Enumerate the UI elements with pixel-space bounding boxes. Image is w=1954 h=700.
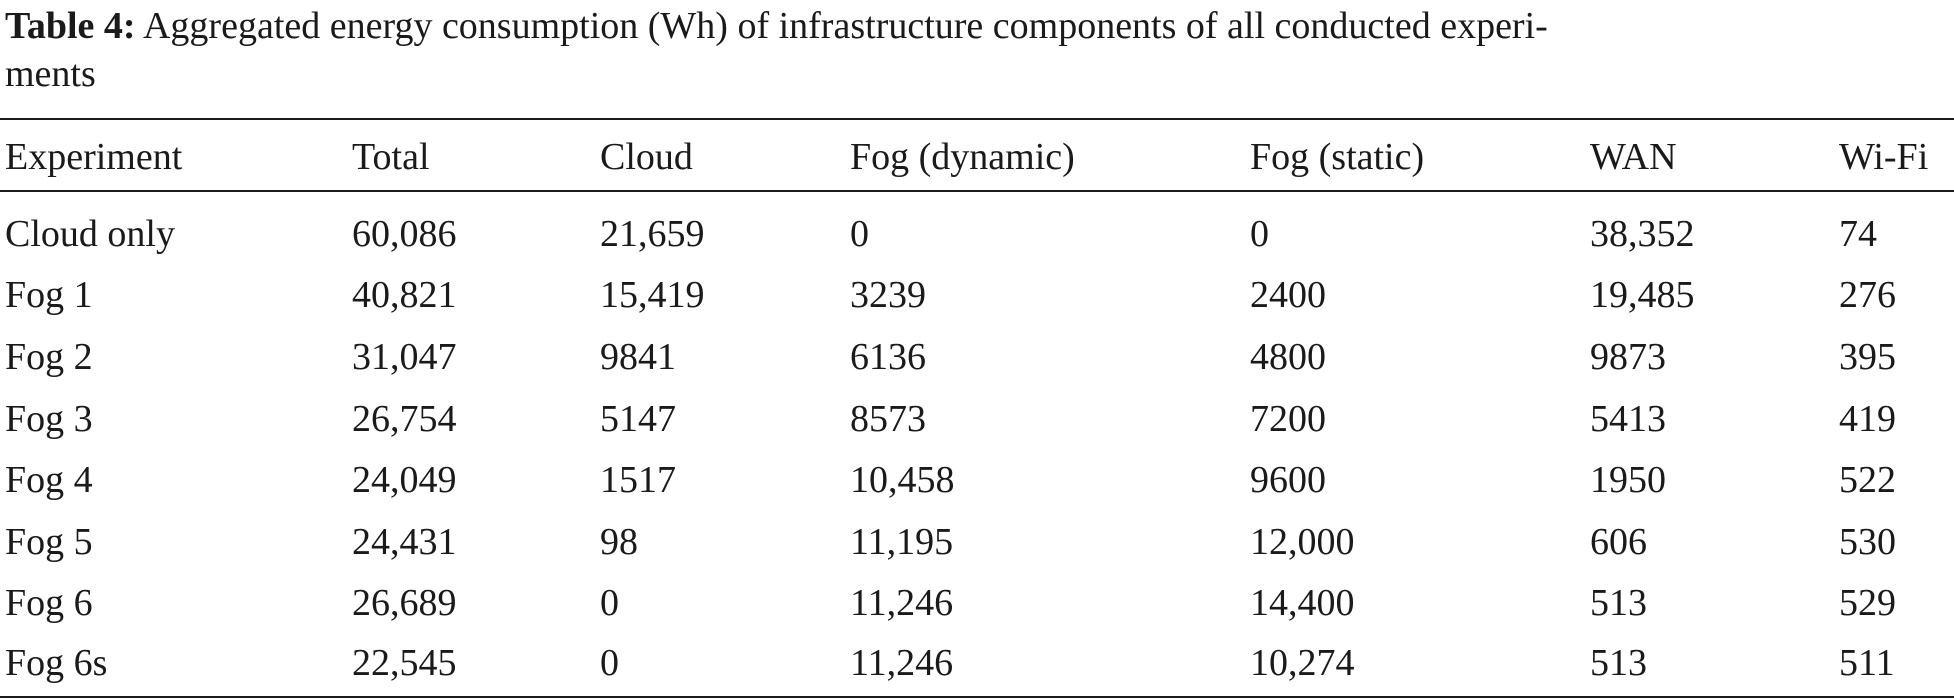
cell-cloud: 1517 [600, 459, 676, 501]
cell-fog-dynamic: 11,246 [850, 642, 954, 684]
cell-wan: 38,352 [1590, 213, 1695, 255]
caption-label: Table 4: [5, 5, 136, 47]
cell-experiment: Fog 3 [5, 398, 93, 440]
cell-wifi: 395 [1839, 336, 1896, 378]
cell-wan: 5413 [1590, 398, 1666, 440]
cell-experiment: Fog 6s [5, 642, 108, 684]
cell-total: 60,086 [352, 213, 457, 255]
cell-fog-static: 4800 [1250, 336, 1326, 378]
cell-fog-static: 2400 [1250, 274, 1326, 316]
cell-wan: 9873 [1590, 336, 1666, 378]
cell-fog-static: 10,274 [1250, 642, 1355, 684]
table-row: Fog 2 31,047 9841 6136 4800 9873 395 [0, 326, 1954, 388]
cell-cloud: 9841 [600, 336, 676, 378]
cell-experiment: Fog 1 [5, 274, 93, 316]
cell-fog-static: 9600 [1250, 459, 1326, 501]
cell-cloud: 5147 [600, 398, 676, 440]
cell-cloud: 0 [600, 642, 619, 684]
table-row: Fog 4 24,049 1517 10,458 9600 1950 522 [0, 449, 1954, 511]
cell-fog-static: 14,400 [1250, 582, 1355, 624]
cell-fog-dynamic: 3239 [850, 274, 926, 316]
cell-fog-static: 12,000 [1250, 521, 1355, 563]
cell-total: 22,545 [352, 642, 457, 684]
cell-experiment: Fog 4 [5, 459, 93, 501]
cell-experiment: Cloud only [5, 213, 175, 255]
cell-total: 31,047 [352, 336, 457, 378]
cell-experiment: Fog 5 [5, 521, 93, 563]
cell-wifi: 511 [1839, 642, 1895, 684]
table-row: Fog 5 24,431 98 11,195 12,000 606 530 [0, 511, 1954, 573]
cell-cloud: 21,659 [600, 213, 705, 255]
cell-wifi: 529 [1839, 582, 1896, 624]
cell-wifi: 276 [1839, 274, 1896, 316]
cell-fog-static: 7200 [1250, 398, 1326, 440]
cell-experiment: Fog 2 [5, 336, 93, 378]
cell-wan: 19,485 [1590, 274, 1695, 316]
cell-fog-dynamic: 11,195 [850, 521, 954, 563]
cell-cloud: 98 [600, 521, 638, 563]
cell-wifi: 530 [1839, 521, 1896, 563]
cell-total: 26,689 [352, 582, 457, 624]
cell-total: 24,431 [352, 521, 457, 563]
cell-total: 24,049 [352, 459, 457, 501]
cell-fog-dynamic: 0 [850, 213, 869, 255]
header-experiment: Experiment [5, 136, 183, 178]
cell-wan: 1950 [1590, 459, 1666, 501]
table-row: Fog 6s 22,545 0 11,246 10,274 513 511 [0, 632, 1954, 694]
cell-fog-dynamic: 6136 [850, 336, 926, 378]
cell-cloud: 15,419 [600, 274, 705, 316]
cell-wan: 606 [1590, 521, 1647, 563]
cell-cloud: 0 [600, 582, 619, 624]
cell-total: 26,754 [352, 398, 457, 440]
table-row: Cloud only 60,086 21,659 0 0 38,352 74 [0, 203, 1954, 265]
caption-text-continued: ments [5, 53, 96, 95]
cell-wifi: 419 [1839, 398, 1896, 440]
cell-fog-dynamic: 8573 [850, 398, 926, 440]
cell-fog-dynamic: 10,458 [850, 459, 955, 501]
cell-wifi: 522 [1839, 459, 1896, 501]
table-header-row: Experiment Total Cloud Fog (dynamic) Fog… [0, 126, 1954, 188]
header-cloud: Cloud [600, 136, 693, 178]
cell-wan: 513 [1590, 642, 1647, 684]
header-fog-dynamic: Fog (dynamic) [850, 136, 1075, 178]
cell-wifi: 74 [1839, 213, 1877, 255]
cell-wan: 513 [1590, 582, 1647, 624]
header-fog-static: Fog (static) [1250, 136, 1425, 178]
header-wan: WAN [1590, 136, 1677, 178]
table-header-rule [0, 190, 1954, 192]
header-total: Total [352, 136, 430, 178]
table-top-rule [0, 118, 1954, 120]
caption-text: Aggregated energy consumption (Wh) of in… [142, 5, 1548, 47]
cell-fog-dynamic: 11,246 [850, 582, 954, 624]
table-row: Fog 1 40,821 15,419 3239 2400 19,485 276 [0, 264, 1954, 326]
cell-total: 40,821 [352, 274, 457, 316]
table-row: Fog 6 26,689 0 11,246 14,400 513 529 [0, 572, 1954, 634]
cell-fog-static: 0 [1250, 213, 1269, 255]
header-wifi: Wi-Fi [1839, 136, 1929, 178]
table-bottom-rule [0, 696, 1954, 698]
table-row: Fog 3 26,754 5147 8573 7200 5413 419 [0, 388, 1954, 450]
cell-experiment: Fog 6 [5, 582, 93, 624]
table-caption: Table 4: Aggregated energy consumption (… [5, 2, 1950, 98]
